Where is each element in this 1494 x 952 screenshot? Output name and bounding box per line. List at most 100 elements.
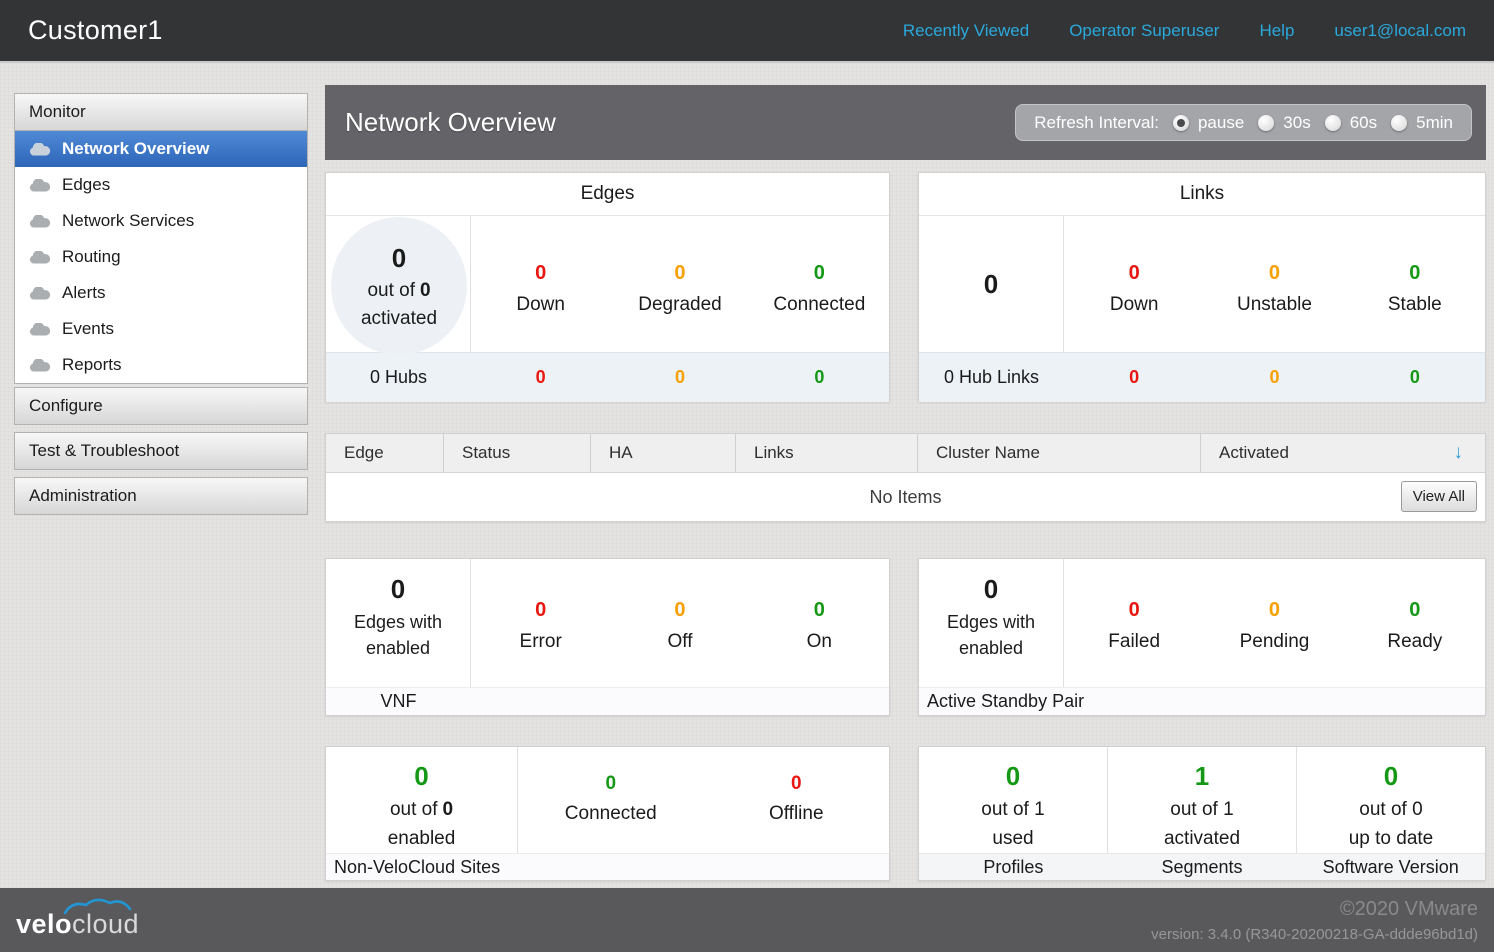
stat-label: Error: [519, 631, 562, 652]
vnf-on-stat: 0 On: [750, 559, 889, 687]
sidebar-item-routing[interactable]: Routing: [15, 239, 307, 275]
no-items-text: No Items: [869, 486, 942, 507]
profiles-cell: 0 out of 1 used: [919, 747, 1108, 853]
edges-connected-stat: 0 Connected: [750, 216, 889, 352]
sidebar-item-reports[interactable]: Reports: [15, 347, 307, 383]
stat-label: Down: [1109, 294, 1159, 315]
sidebar-item-edges[interactable]: Edges: [15, 167, 307, 203]
stat-value: 0: [535, 262, 547, 284]
links-card-title: Links: [919, 173, 1485, 216]
profiles-line2: used: [992, 827, 1034, 849]
cloud-icon: [29, 178, 51, 192]
sidebar-item-events[interactable]: Events: [15, 311, 307, 347]
links-stable-stat: 0 Stable: [1345, 216, 1485, 352]
edges-mid-prefix: out of: [367, 280, 415, 302]
hubs-down-value: 0: [535, 367, 546, 387]
stat-label: Off: [667, 631, 693, 652]
column-status[interactable]: Status: [444, 434, 591, 472]
footer: velo cloud ©2020 VMware version: 3.4.0 (…: [0, 888, 1494, 952]
column-cluster-name[interactable]: Cluster Name: [918, 434, 1201, 472]
stat-label: Failed: [1108, 631, 1161, 652]
sidebar-item-label: Alerts: [62, 283, 106, 302]
cloud-arc-icon: [63, 898, 132, 914]
hub-links-label: 0 Hub Links: [943, 367, 1040, 387]
nvs-mid-value: 0: [442, 799, 454, 820]
page-title: Network Overview: [345, 107, 556, 137]
sidebar-section-configure[interactable]: Configure: [14, 387, 308, 425]
cloud-icon: [29, 322, 51, 336]
user-account-link[interactable]: user1@local.com: [1334, 20, 1466, 40]
stat-label: Offline: [768, 803, 824, 824]
summary-label-row: Profiles Segments Software Version: [919, 853, 1485, 880]
refresh-interval-label: Refresh Interval:: [1034, 112, 1159, 132]
refresh-option-pause[interactable]: pause: [1172, 112, 1245, 133]
stat-label: Down: [516, 294, 565, 315]
standby-ready-stat: 0 Ready: [1345, 559, 1485, 687]
hub-links-unstable-value: 0: [1269, 367, 1280, 387]
software-line1: out of 0: [1359, 799, 1423, 820]
stat-label: On: [806, 631, 832, 652]
column-ha[interactable]: HA: [591, 434, 736, 472]
edges-activated-cell: 0 out of 0 activated: [326, 216, 471, 355]
column-label: HA: [609, 443, 633, 462]
radio-label: 30s: [1283, 112, 1311, 132]
stat-value: 0: [1409, 262, 1421, 284]
column-activated[interactable]: Activated ↓: [1201, 434, 1485, 472]
sidebar-item-alerts[interactable]: Alerts: [15, 275, 307, 311]
nvs-offline-stat: 0 Offline: [704, 747, 890, 853]
sidebar-item-network-services[interactable]: Network Services: [15, 203, 307, 239]
help-link[interactable]: Help: [1259, 20, 1295, 40]
copyright-text: ©2020 VMware: [1339, 897, 1478, 920]
hub-links-strip: 0 Hub Links 0 0 0: [919, 352, 1485, 402]
stat-value: 0: [535, 599, 547, 621]
links-unstable-stat: 0 Unstable: [1204, 216, 1344, 352]
radio-label: pause: [1197, 112, 1245, 132]
column-label: Cluster Name: [936, 443, 1040, 462]
sidebar-item-network-overview[interactable]: Network Overview: [15, 131, 307, 167]
hub-links-down-value: 0: [1129, 367, 1140, 387]
refresh-option-30s[interactable]: 30s: [1258, 112, 1311, 133]
links-down-stat: 0 Down: [1064, 216, 1204, 352]
vnf-off-stat: 0 Off: [610, 559, 749, 687]
vnf-label-row: VNF: [326, 687, 889, 715]
edges-big-value: 0: [391, 242, 407, 273]
operator-superuser-link[interactable]: Operator Superuser: [1069, 20, 1220, 40]
vnf-enabled-cell: 0 Edges with enabled: [326, 559, 471, 687]
software-value: 0: [1383, 761, 1399, 791]
profiles-value: 0: [1005, 761, 1021, 791]
sidebar-section-monitor[interactable]: Monitor: [14, 93, 308, 131]
links-total-cell: 0: [919, 216, 1064, 352]
sidebar-section-administration[interactable]: Administration: [14, 477, 308, 515]
top-nav: Recently Viewed Operator Superuser Help …: [903, 21, 1466, 41]
stat-value: 0: [1409, 599, 1421, 621]
sidebar-item-label: Routing: [62, 247, 121, 266]
view-all-button[interactable]: View All: [1400, 481, 1477, 512]
sidebar-section-test-troubleshoot[interactable]: Test & Troubleshoot: [14, 432, 308, 470]
refresh-option-5min[interactable]: 5min: [1391, 113, 1453, 133]
stat-label: Pending: [1239, 631, 1310, 652]
stat-label: Unstable: [1236, 294, 1312, 315]
column-links[interactable]: Links: [736, 434, 918, 472]
nvs-connected-stat: 0 Connected: [518, 747, 704, 853]
radio-icon: [1324, 114, 1341, 131]
cloud-icon: [29, 214, 51, 228]
standby-caption: Edges with enabled: [946, 611, 1036, 658]
standby-enabled-cell: 0 Edges with enabled: [919, 559, 1064, 687]
refresh-option-60s[interactable]: 60s: [1324, 113, 1377, 133]
radio-icon: [1258, 114, 1275, 131]
logo-velo-text: velo: [16, 908, 73, 939]
edge-table: Edge Status HA Links Cluster Name Activa…: [325, 433, 1486, 522]
recently-viewed-link[interactable]: Recently Viewed: [902, 20, 1030, 40]
nvs-mid-prefix: out of: [389, 799, 438, 820]
links-big-value: 0: [983, 268, 999, 299]
cloud-icon: [29, 250, 51, 264]
edges-activated-circle: 0 out of 0 activated: [331, 217, 467, 355]
top-bar: Customer1 Recently Viewed Operator Super…: [0, 0, 1494, 63]
stat-value: 0: [813, 262, 825, 284]
edges-degraded-stat: 0 Degraded: [610, 216, 749, 352]
sort-descending-icon[interactable]: ↓: [1453, 442, 1464, 463]
sidebar-item-label: Edges: [62, 175, 111, 194]
column-edge[interactable]: Edge: [326, 434, 444, 472]
nvs-label-row: Non-VeloCloud Sites: [326, 853, 889, 880]
column-label: Activated: [1219, 443, 1289, 462]
